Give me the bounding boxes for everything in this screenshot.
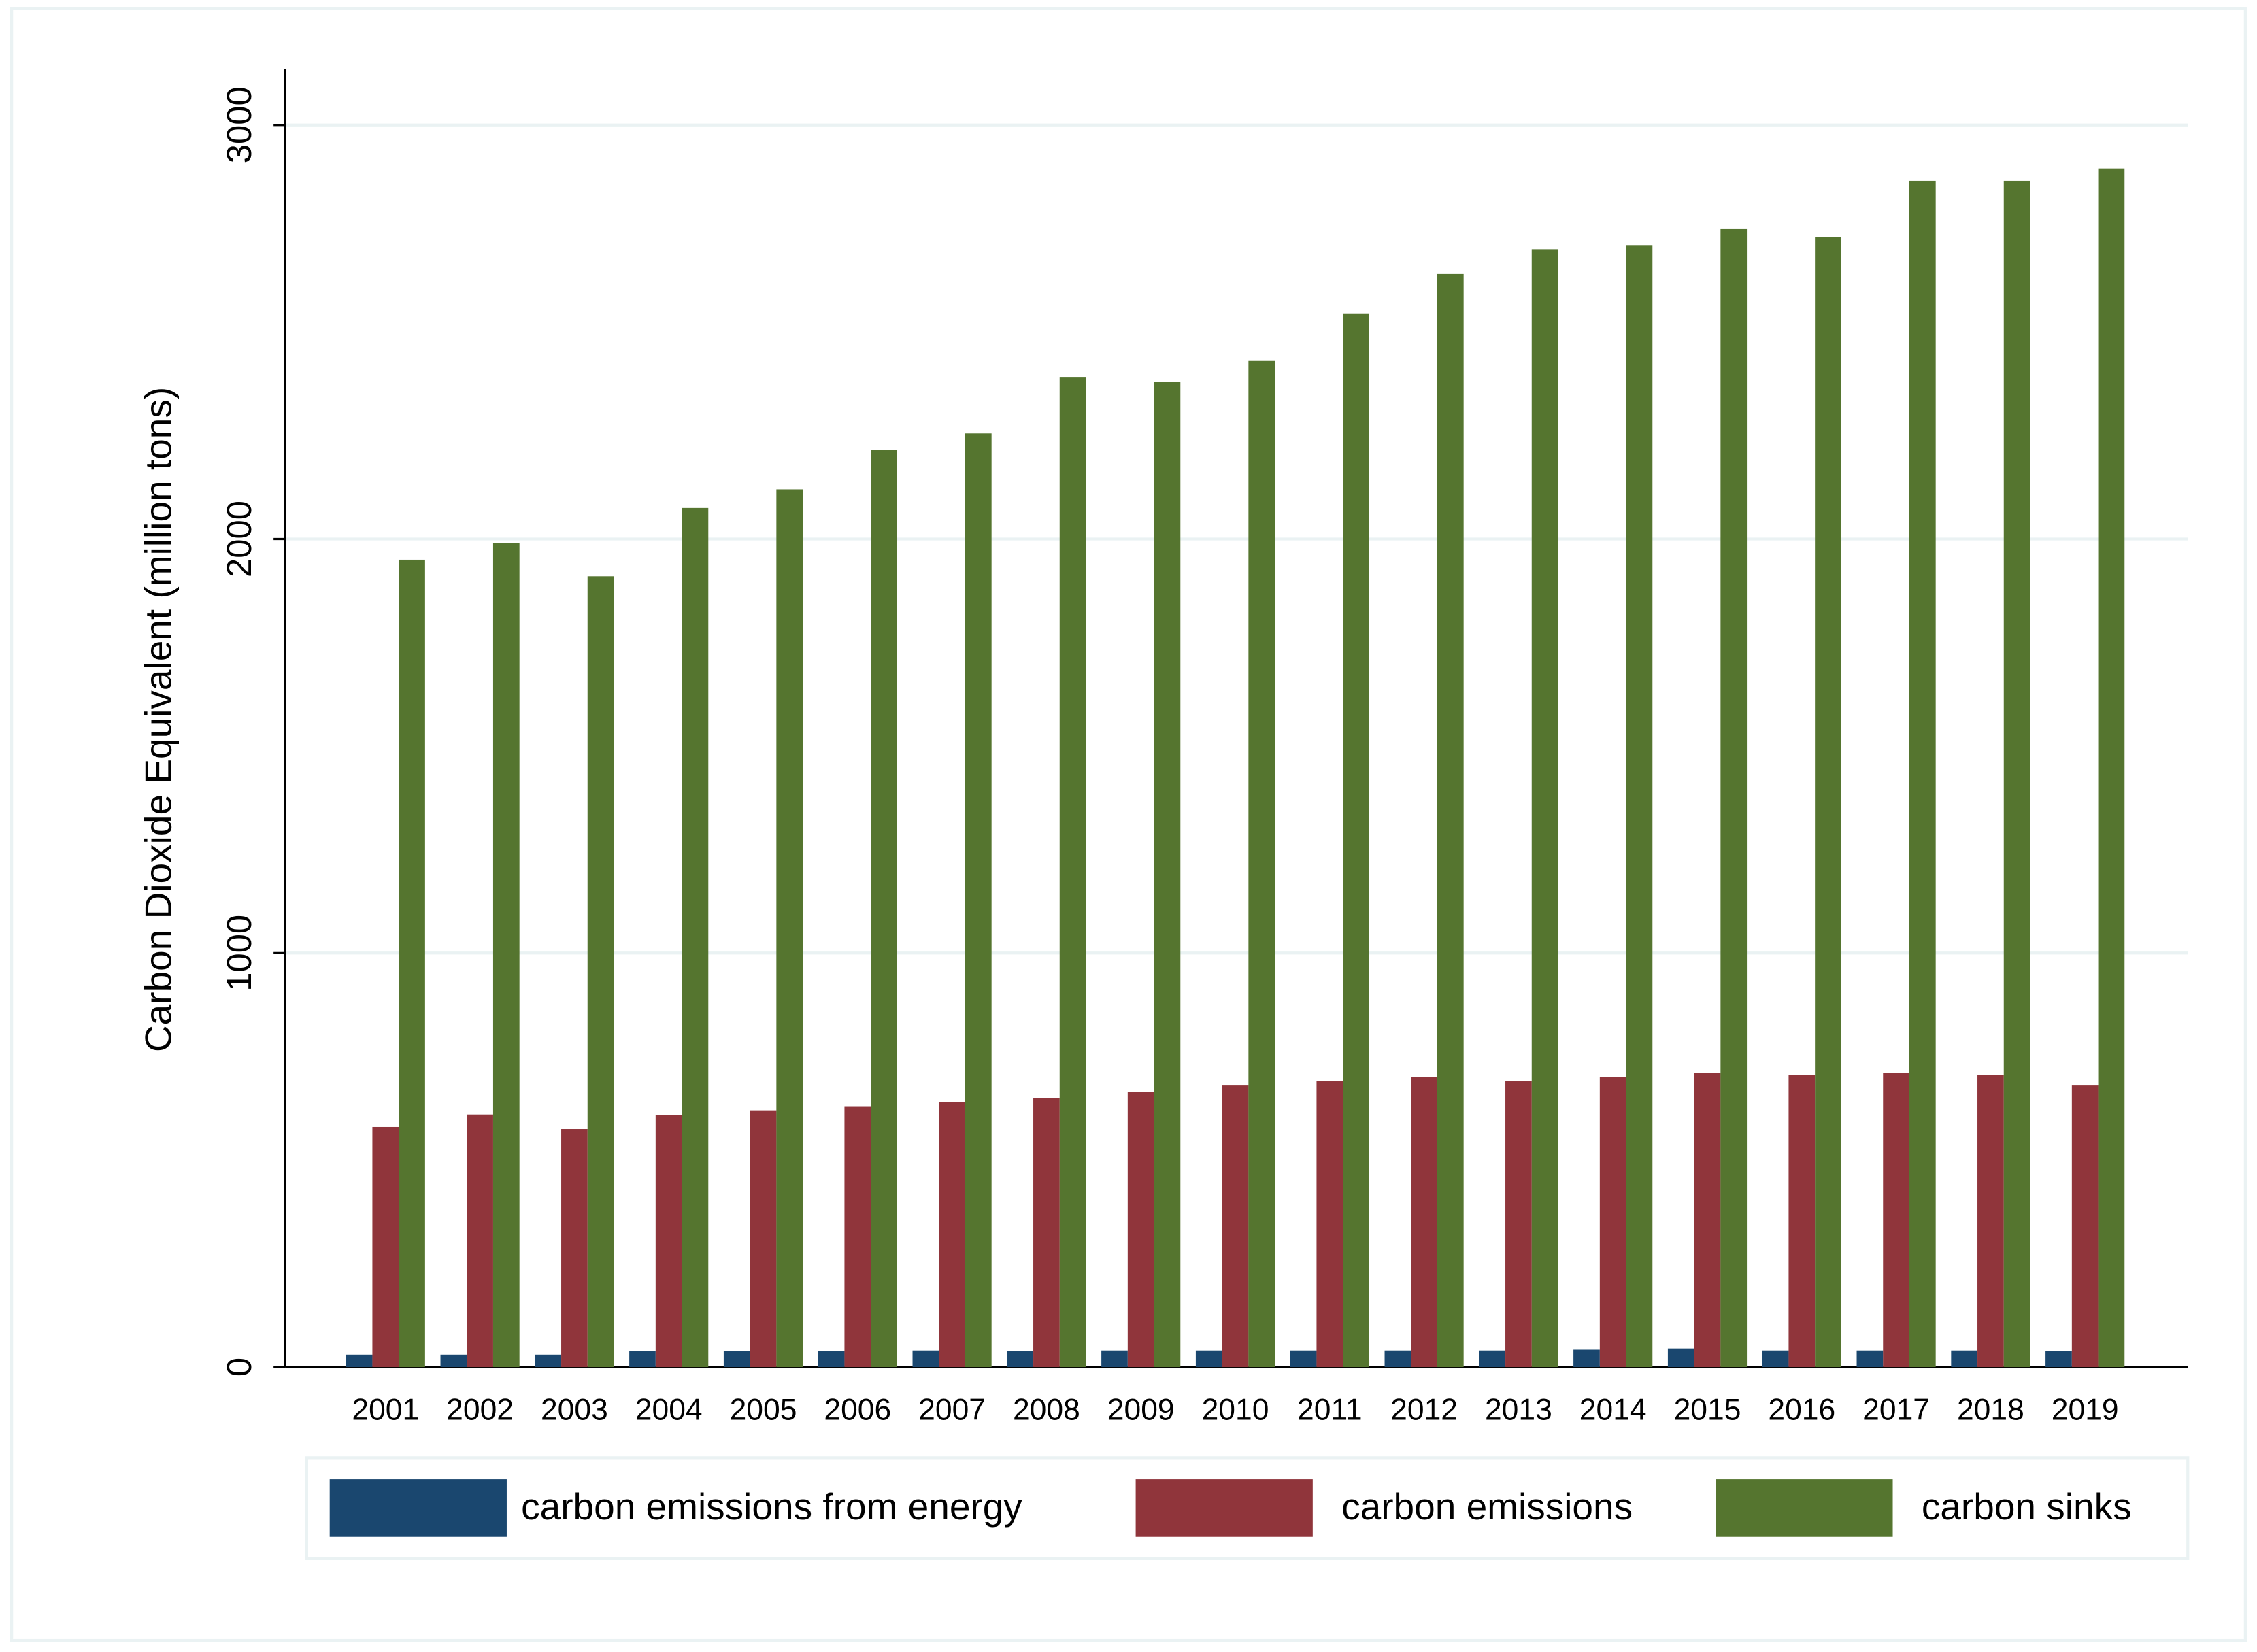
bar	[844, 1106, 871, 1368]
x-tick-label: 2008	[1013, 1393, 1080, 1426]
bar	[723, 1351, 750, 1368]
bar	[965, 433, 992, 1368]
bar	[1384, 1350, 1411, 1368]
x-tick-label: 2006	[824, 1393, 891, 1426]
bar	[2003, 180, 2030, 1368]
bar	[1195, 1350, 1222, 1368]
bar	[1720, 228, 1748, 1368]
bar	[1343, 313, 1369, 1368]
bar	[655, 1115, 682, 1368]
bar	[939, 1102, 965, 1368]
bar	[1856, 1350, 1884, 1368]
bar	[1815, 237, 1841, 1368]
x-tick-label: 2019	[2052, 1393, 2119, 1426]
bar	[1788, 1075, 1816, 1368]
bar	[1694, 1073, 1721, 1368]
bar	[1909, 180, 1936, 1368]
bar	[1505, 1081, 1532, 1368]
bar	[535, 1354, 562, 1368]
bar	[1411, 1077, 1437, 1368]
x-tick-label: 2004	[635, 1393, 703, 1426]
legend-swatch	[1716, 1479, 1893, 1537]
bar	[2098, 168, 2125, 1368]
x-tick-label: 2012	[1390, 1393, 1458, 1426]
bar	[1883, 1073, 1909, 1368]
bar	[1033, 1098, 1060, 1368]
bar	[682, 507, 709, 1368]
x-tick-label: 2002	[446, 1393, 514, 1426]
bar	[871, 450, 897, 1368]
bar	[1531, 249, 1558, 1368]
legend-swatch	[1135, 1479, 1313, 1537]
bar	[1762, 1350, 1789, 1368]
x-tick-label: 2015	[1674, 1393, 1741, 1426]
y-axis-title: Carbon Dioxide Equivalent (million tons)	[137, 387, 180, 1052]
bar	[492, 543, 520, 1368]
y-tick-label: 3000	[220, 86, 258, 163]
bar	[561, 1129, 588, 1368]
bar	[1951, 1350, 1978, 1368]
bar	[750, 1110, 777, 1368]
y-tick-label: 2000	[220, 501, 258, 577]
bar	[346, 1354, 373, 1368]
bar	[372, 1126, 399, 1368]
bar	[1977, 1075, 2004, 1368]
bar	[2071, 1085, 2099, 1368]
x-tick-label: 2001	[352, 1393, 419, 1426]
bar	[1222, 1085, 1249, 1368]
x-tick-label: 2018	[1957, 1393, 2024, 1426]
x-tick-label: 2009	[1107, 1393, 1175, 1426]
bar	[1290, 1350, 1317, 1368]
bar	[1626, 245, 1653, 1368]
x-tick-label: 2016	[1768, 1393, 1835, 1426]
bar	[467, 1114, 493, 1368]
bar	[440, 1354, 467, 1368]
x-tick-label: 2014	[1579, 1393, 1647, 1426]
legend-swatch	[329, 1479, 507, 1537]
bar	[587, 576, 614, 1368]
bar	[776, 489, 803, 1368]
bar	[1059, 377, 1086, 1368]
legend-label: carbon emissions	[1341, 1485, 1633, 1528]
legend-label: carbon emissions from energy	[521, 1485, 1022, 1528]
bar	[399, 559, 425, 1368]
x-tick-label: 2017	[1862, 1393, 1930, 1426]
y-tick-label: 1000	[220, 915, 258, 992]
bar	[1154, 382, 1181, 1368]
x-tick-label: 2013	[1485, 1393, 1552, 1426]
x-tick-label: 2010	[1202, 1393, 1269, 1426]
bar	[1573, 1349, 1600, 1368]
bar	[1101, 1350, 1128, 1368]
bar	[629, 1351, 656, 1368]
bar	[818, 1351, 845, 1368]
bar	[1007, 1351, 1034, 1368]
bar	[1437, 273, 1464, 1368]
bar	[1667, 1348, 1694, 1368]
bar	[1248, 360, 1275, 1368]
bar	[2045, 1351, 2072, 1368]
x-tick-label: 2011	[1297, 1393, 1362, 1426]
x-tick-label: 2005	[730, 1393, 797, 1426]
bar	[1316, 1081, 1343, 1368]
x-tick-label: 2003	[541, 1393, 608, 1426]
legend-label: carbon sinks	[1922, 1485, 2132, 1528]
x-tick-label: 2007	[918, 1393, 986, 1426]
bar	[912, 1350, 939, 1368]
bar	[1127, 1092, 1154, 1368]
bar	[1599, 1077, 1626, 1368]
y-tick-label: 0	[220, 1358, 258, 1377]
bar	[1479, 1350, 1506, 1368]
